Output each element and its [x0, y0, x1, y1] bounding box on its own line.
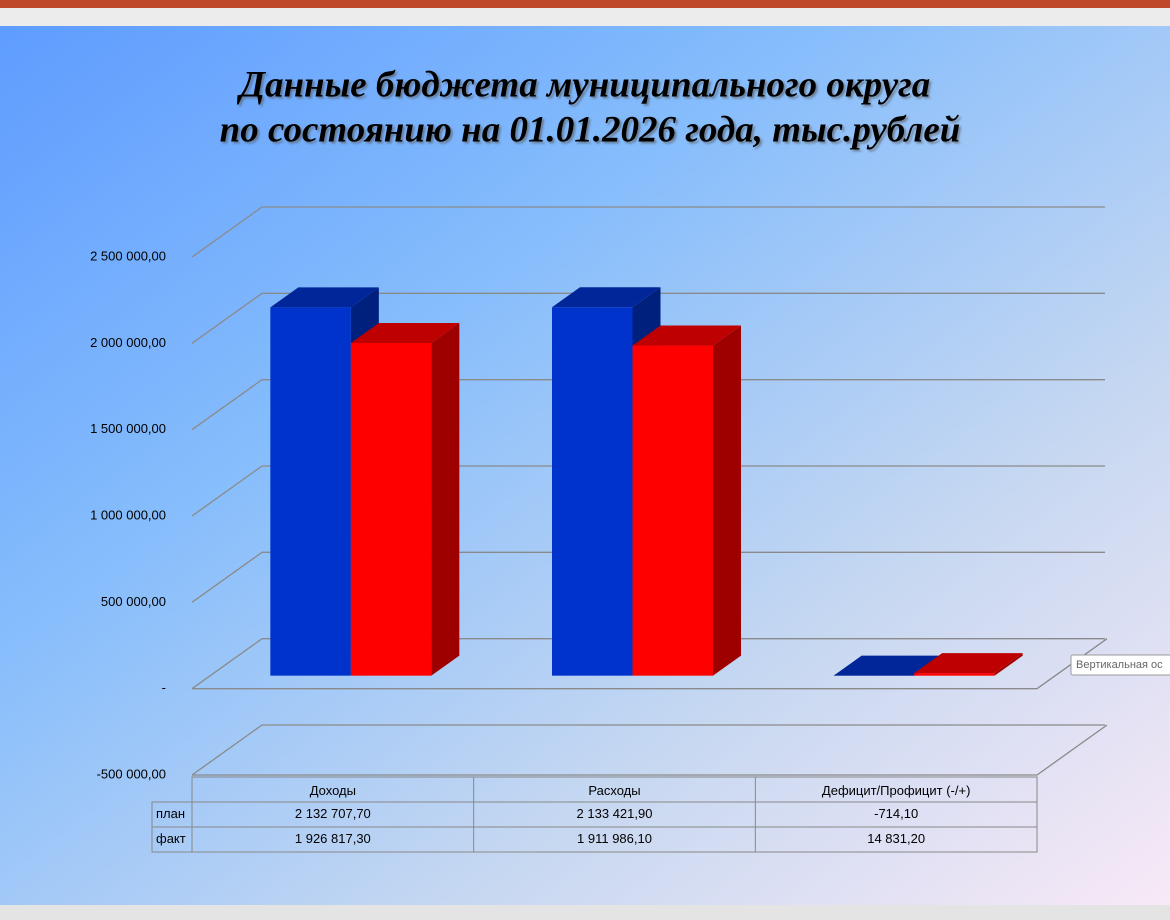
x-tick-label: Расходы — [588, 783, 640, 798]
x-tick-label: Доходы — [310, 783, 356, 798]
bottom-edge — [192, 724, 1108, 776]
side-grid-line — [191, 292, 263, 344]
table-value: 1 926 817,30 — [295, 831, 371, 846]
tooltip-text: Вертикальная ос — [1076, 659, 1163, 671]
table-value: 14 831,20 — [867, 831, 925, 846]
table-value: 2 133 421,90 — [577, 806, 653, 821]
x-tick-label: Дефицит/Профицит (-/+) — [822, 783, 971, 798]
y-tick-label: 1 500 000,00 — [90, 421, 166, 436]
bar-side — [994, 653, 1023, 676]
y-tick-label: 2 000 000,00 — [90, 335, 166, 350]
y-tick-label: 500 000,00 — [101, 594, 166, 609]
bar-top — [914, 653, 1023, 674]
bar-top — [270, 287, 379, 308]
side-grid-line — [191, 724, 263, 776]
bar-front — [632, 345, 713, 676]
tooltip: Вертикальная ос — [1070, 654, 1170, 676]
side-grid-line — [191, 551, 263, 603]
table-value: 1 911 986,10 — [577, 831, 652, 846]
bar-front — [552, 307, 633, 676]
legend-label: план — [156, 806, 185, 821]
bar-front — [350, 342, 432, 676]
plot-area: -500 000,00-500 000,001 000 000,001 500 … — [90, 206, 1108, 853]
y-tick-label: 2 500 000,00 — [90, 248, 166, 263]
tooltip-box — [1070, 654, 1170, 676]
bar-top — [350, 322, 460, 343]
chart-title: Данные бюджета муниципального округа — [237, 64, 931, 105]
bar-side — [713, 325, 741, 676]
side-grid-line — [191, 379, 263, 431]
side-grid-line — [191, 465, 263, 517]
chart-subtitle: по состоянию на 01.01.2026 года, тыс.руб… — [220, 109, 961, 150]
top-bar — [0, 0, 1170, 8]
bottom-strip — [0, 905, 1170, 920]
y-tick-label: - — [162, 680, 166, 695]
bar-front — [270, 307, 351, 676]
side-grid-line — [191, 638, 263, 690]
toolbar-strip — [0, 8, 1170, 26]
y-tick-label: 1 000 000,00 — [90, 507, 166, 522]
bar-top — [552, 287, 661, 308]
y-tick-label: -500 000,00 — [97, 766, 166, 781]
legend-label: факт — [156, 831, 186, 846]
table-value: -714,10 — [874, 806, 918, 821]
bar-top — [833, 655, 943, 676]
side-grid-line — [191, 206, 263, 258]
bar-top — [632, 325, 741, 346]
bar-side — [431, 322, 460, 676]
table-value: 2 132 707,70 — [295, 806, 371, 821]
bar-front — [914, 673, 995, 676]
